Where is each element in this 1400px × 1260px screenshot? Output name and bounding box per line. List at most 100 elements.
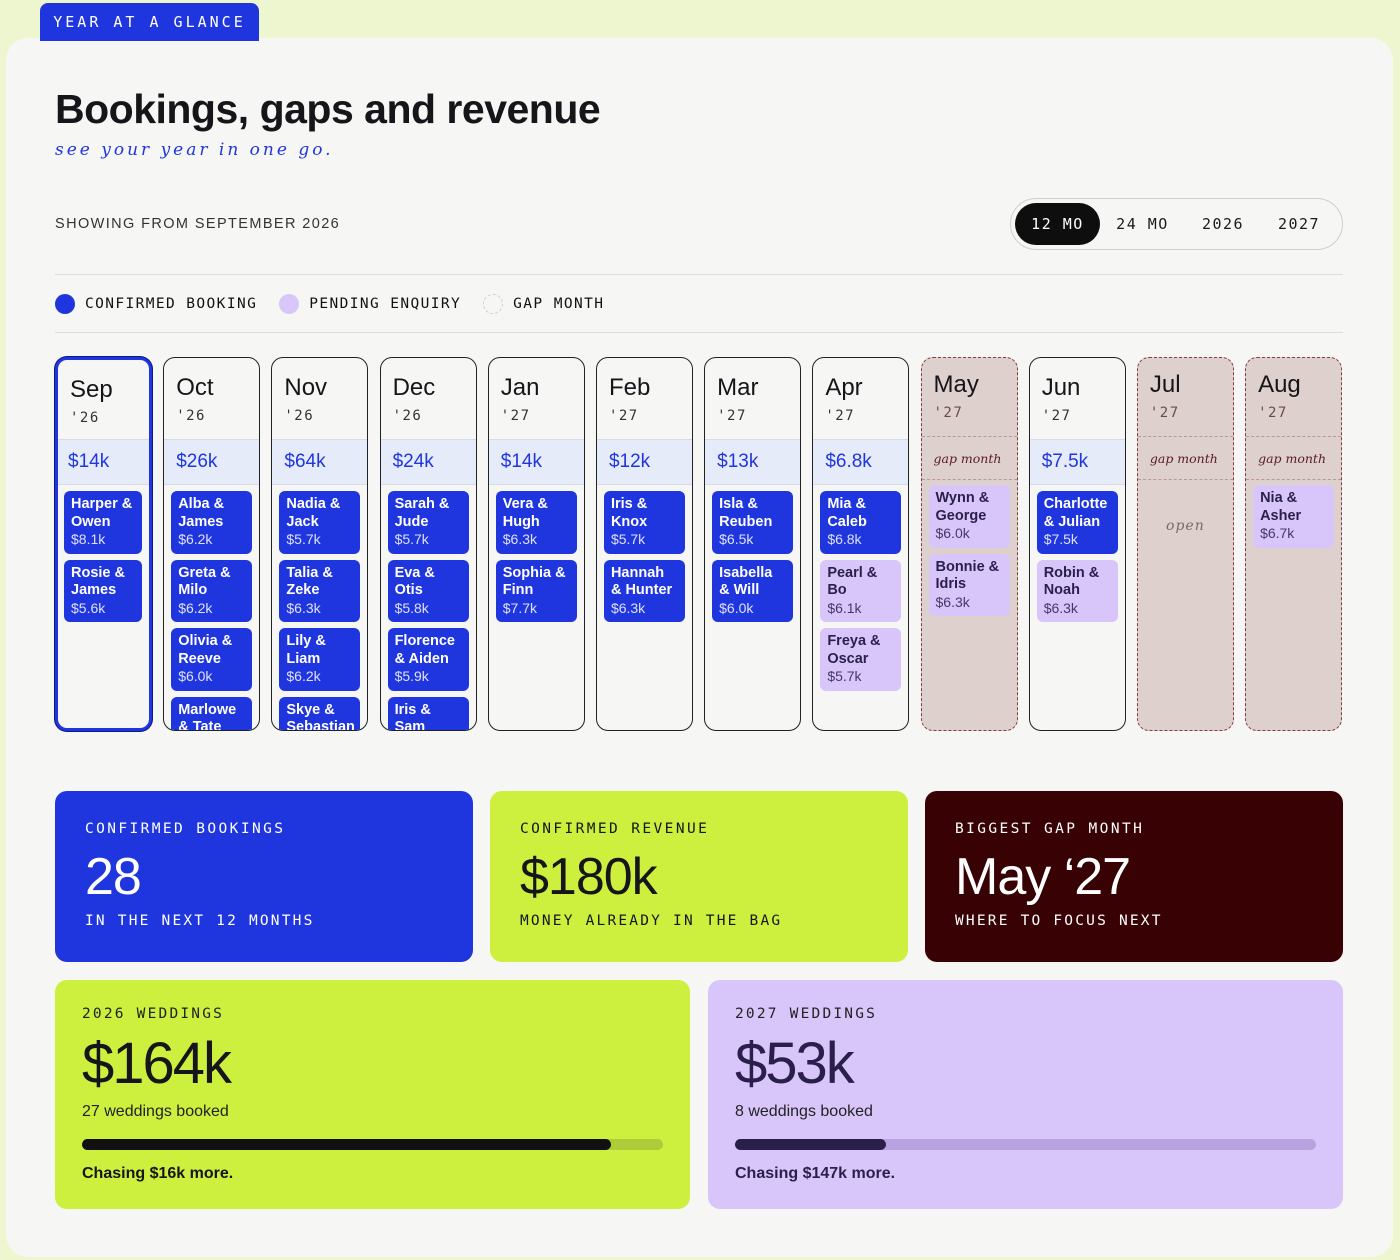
- confirmed-booking-card[interactable]: Hannah & Hunter $6.3k: [603, 559, 685, 622]
- booking-amount: $5.9k: [394, 668, 429, 684]
- month-name: May: [933, 371, 979, 398]
- pending-enquiry-card[interactable]: Wynn & George $6.0k: [928, 485, 1010, 548]
- booking-amount: $5.7k: [827, 668, 862, 684]
- month-year: '27: [500, 408, 531, 424]
- weddings-label: 2027 WEDDINGS: [735, 1006, 878, 1022]
- month-column-apr[interactable]: Apr '27 $6.8k Mia & Caleb $6.8k Pearl & Bo $6.…: [812, 357, 910, 731]
- month-name: Jun: [1041, 374, 1081, 401]
- month-column-jul[interactable]: Jul '27 gap month open: [1136, 357, 1234, 731]
- confirmed-booking-card[interactable]: Nadia & Jack $5.7k: [279, 491, 361, 554]
- confirmed-booking-card[interactable]: Alba & James $6.2k: [171, 491, 253, 554]
- month-year: '26: [392, 408, 423, 424]
- confirmed-booking-card[interactable]: Harper & Owen $8.1k: [64, 491, 142, 554]
- pending-enquiry-card[interactable]: Freya & Oscar $5.7k: [820, 628, 902, 691]
- month-column-nov[interactable]: Nov '26 $64k Nadia & Jack $5.7k Talia & Zeke $…: [271, 357, 369, 731]
- month-column-sep[interactable]: Sep '26 $14k Harper & Owen $8.1k Rosie & Jame…: [55, 357, 152, 731]
- legend-gap: GAP MONTH: [483, 294, 604, 314]
- range-option-12mo[interactable]: 12 MO: [1015, 203, 1100, 245]
- couple-names: Eva & Otis: [394, 564, 435, 599]
- weddings-count: 8 weddings booked: [735, 1103, 873, 1120]
- booking-list: Nadia & Jack $5.7k Talia & Zeke $6.3k Lily &…: [279, 491, 361, 731]
- month-year: '27: [608, 408, 639, 424]
- confirmed-booking-card[interactable]: Sophia & Finn $7.7k: [495, 559, 577, 622]
- progress-fill: [735, 1139, 887, 1150]
- confirmed-booking-card[interactable]: Vera & Hugh $6.3k: [495, 491, 577, 554]
- month-name: Mar: [717, 374, 759, 401]
- couple-names: Alba & James: [178, 496, 225, 530]
- month-column-jan[interactable]: Jan '27 $14k Vera & Hugh $6.3k Sophia & Finn $…: [487, 357, 585, 731]
- booking-list: Alba & James $6.2k Greta & Milo $6.2k Olivia…: [171, 491, 253, 730]
- stat-value: May ‘27: [955, 848, 1131, 906]
- confirmed-booking-card[interactable]: Skye & Sebastian: [279, 696, 361, 731]
- booking-list: Nia & Asher $6.7k: [1253, 485, 1335, 554]
- pending-enquiry-card[interactable]: Robin & Noah $6.3k: [1036, 559, 1118, 622]
- weddings-value: $53k: [735, 1031, 855, 1096]
- page-title: Bookings, gaps and revenue: [55, 86, 601, 132]
- month-year: '27: [933, 405, 964, 421]
- booking-amount: $5.7k: [610, 531, 646, 547]
- confirmed-booking-card[interactable]: Rosie & James $5.6k: [64, 559, 142, 622]
- month-column-aug[interactable]: Aug '27 gap month Nia & Asher $6.7k: [1245, 357, 1343, 731]
- stat-subtext: IN THE NEXT 12 MONTHS: [85, 913, 315, 929]
- booking-amount: $5.8k: [394, 599, 429, 616]
- confirmed-booking-card[interactable]: Isabella & Will $6.0k: [712, 559, 794, 622]
- confirmed-booking-card[interactable]: Marlowe & Tate: [171, 696, 253, 730]
- booking-amount: $7.5k: [1043, 531, 1078, 547]
- booking-list: Iris & Knox $5.7k Hannah & Hunter $6.3k: [603, 491, 685, 628]
- stat-label: BIGGEST GAP MONTH: [955, 821, 1145, 837]
- confirmed-booking-card[interactable]: Talia & Zeke $6.3k: [279, 559, 361, 622]
- month-column-mar[interactable]: Mar '27 $13k Isla & Reuben $6.5k Isabella & W…: [704, 357, 802, 731]
- weddings-value: $164k: [82, 1031, 232, 1096]
- booking-list: Vera & Hugh $6.3k Sophia & Finn $7.7k: [495, 491, 577, 628]
- month-column-feb[interactable]: Feb '27 $12k Iris & Knox $5.7k Hannah & Hunte…: [595, 357, 693, 731]
- booking-list: Isla & Reuben $6.5k Isabella & Will $6.0k: [712, 491, 794, 628]
- weddings-label: 2026 WEDDINGS: [82, 1006, 225, 1022]
- month-revenue: $24k: [380, 439, 476, 485]
- couple-names: Pearl & Bo: [827, 564, 878, 599]
- couple-names: Sarah & Jude: [394, 496, 450, 530]
- couple-names: Olivia & Reeve: [178, 633, 233, 667]
- gap-month-label: gap month: [1246, 436, 1342, 480]
- month-revenue: $6.8k: [813, 439, 909, 485]
- range-option-2026[interactable]: 2026: [1201, 215, 1245, 233]
- month-revenue: $7.5k: [1029, 439, 1125, 485]
- confirmed-booking-card[interactable]: Olivia & Reeve $6.0k: [171, 628, 253, 691]
- confirmed-booking-card[interactable]: Isla & Reuben $6.5k: [712, 491, 794, 554]
- confirmed-booking-card[interactable]: Iris & Knox $5.7k: [603, 491, 685, 554]
- booking-amount: $6.8k: [827, 531, 862, 547]
- couple-names: Charlotte & Julian: [1043, 496, 1108, 530]
- confirmed-booking-card[interactable]: Mia & Caleb $6.8k: [820, 491, 902, 554]
- pending-dot-icon: [279, 294, 300, 314]
- confirmed-booking-card[interactable]: Florence & Aiden $5.9k: [387, 628, 469, 691]
- confirmed-booking-card[interactable]: Iris & Sam: [387, 696, 469, 730]
- confirmed-booking-card[interactable]: Sarah & Jude $5.7k: [387, 491, 469, 554]
- couple-names: Hannah & Hunter: [610, 564, 673, 599]
- confirmed-booking-card[interactable]: Eva & Otis $5.8k: [387, 559, 469, 622]
- month-name: Apr: [825, 374, 863, 401]
- couple-names: Wynn & George: [935, 490, 990, 524]
- legend-gap-label: GAP MONTH: [513, 296, 605, 312]
- confirmed-booking-card[interactable]: Charlotte & Julian $7.5k: [1036, 491, 1118, 554]
- month-column-dec[interactable]: Dec '26 $24k Sarah & Jude $5.7k Eva & Otis $5.…: [379, 357, 477, 731]
- month-column-jun[interactable]: Jun '27 $7.5k Charlotte & Julian $7.5k Robin …: [1028, 357, 1126, 731]
- pending-enquiry-card[interactable]: Nia & Asher $6.7k: [1253, 485, 1335, 548]
- pending-enquiry-card[interactable]: Bonnie & Idris $6.3k: [928, 553, 1010, 616]
- month-name: Oct: [176, 374, 214, 401]
- range-option-2027[interactable]: 2027: [1277, 215, 1321, 233]
- couple-names: Lily & Liam: [286, 633, 326, 667]
- weddings-2027-card: 2027 WEDDINGS $53k 8 weddings booked Cha…: [708, 980, 1343, 1209]
- month-revenue: $64k: [272, 439, 368, 485]
- pending-enquiry-card[interactable]: Pearl & Bo $6.1k: [820, 559, 902, 622]
- range-option-24mo[interactable]: 24 MO: [1116, 215, 1169, 233]
- couple-names: Skye & Sebastian: [286, 701, 355, 731]
- open-slot-label: open: [1166, 518, 1205, 534]
- month-column-may[interactable]: May '27 gap month Wynn & George $6.0k Bonnie …: [920, 357, 1018, 731]
- couple-names: Vera & Hugh: [502, 496, 548, 530]
- year-at-a-glance-tab[interactable]: YEAR AT A GLANCE: [40, 3, 259, 41]
- confirmed-booking-card[interactable]: Greta & Milo $6.2k: [171, 559, 253, 622]
- couple-names: Sophia & Finn: [502, 564, 566, 599]
- couple-names: Freya & Oscar: [827, 633, 881, 667]
- month-column-oct[interactable]: Oct '26 $26k Alba & James $6.2k Greta & Milo $…: [163, 357, 261, 731]
- stat-value: 28: [85, 848, 142, 906]
- confirmed-booking-card[interactable]: Lily & Liam $6.2k: [279, 628, 361, 691]
